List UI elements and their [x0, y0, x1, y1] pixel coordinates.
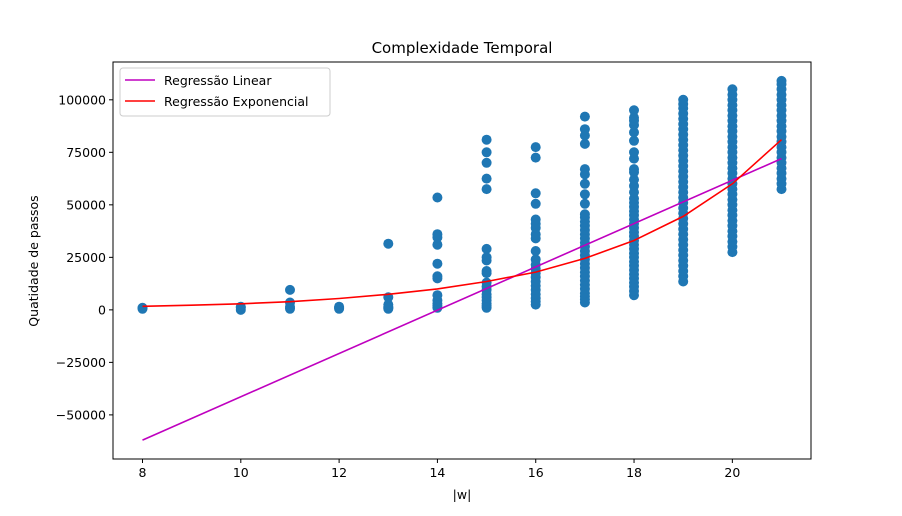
- chart-title: Complexidade Temporal: [372, 39, 553, 57]
- x-tick-label: 16: [528, 465, 544, 480]
- scatter-point: [629, 174, 639, 185]
- scatter-point: [579, 164, 590, 175]
- x-tick-label: 20: [724, 465, 740, 480]
- scatter-point: [678, 94, 689, 105]
- scatter-point: [432, 290, 443, 301]
- y-tick-label: −50000: [56, 407, 106, 422]
- scatter-point: [579, 198, 590, 209]
- scatter-point: [334, 301, 345, 312]
- legend-label-exponential: Regressão Exponencial: [164, 94, 309, 109]
- scatter-point: [481, 277, 492, 288]
- scatter-point: [579, 124, 590, 135]
- scatter-point: [383, 238, 394, 249]
- scatter-point: [432, 229, 443, 240]
- scatter-point: [285, 284, 295, 295]
- scatter-point: [530, 142, 541, 153]
- scatter-point: [137, 302, 148, 313]
- line-layer: [142, 139, 783, 441]
- series-line-linear: [142, 157, 782, 441]
- scatter-point: [432, 258, 443, 269]
- scatter-point: [579, 178, 590, 189]
- scatter-point: [629, 112, 639, 123]
- scatter-point: [530, 152, 541, 163]
- scatter-point: [579, 209, 590, 220]
- legend: Regressão Linear Regressão Exponencial: [119, 67, 331, 117]
- scatter-point: [481, 266, 492, 276]
- x-ticks: 8 10 12 14 16 18 20: [139, 459, 740, 480]
- scatter-point: [481, 243, 492, 254]
- scatter-point: [481, 173, 492, 184]
- scatter-point: [776, 75, 787, 86]
- scatter-point: [629, 105, 639, 116]
- x-tick-label: 18: [626, 465, 642, 480]
- scatter-point: [629, 147, 639, 158]
- scatter-point: [481, 252, 492, 263]
- y-tick-label: 25000: [66, 250, 106, 265]
- y-axis-label: Quatidade de passos: [26, 195, 41, 326]
- y-tick-label: −25000: [56, 355, 106, 370]
- series-line-exponential: [142, 139, 783, 308]
- y-tick-label: 0: [98, 302, 106, 317]
- y-tick-label: 50000: [66, 197, 106, 212]
- x-tick-label: 12: [331, 465, 347, 480]
- scatter-point: [579, 111, 590, 122]
- x-tick-label: 8: [139, 465, 147, 480]
- scatter-point: [530, 214, 541, 225]
- scatter-point: [432, 239, 443, 250]
- x-tick-label: 14: [429, 465, 445, 480]
- scatter-point: [530, 198, 541, 209]
- scatter-point: [530, 254, 541, 265]
- scatter-point: [579, 138, 590, 149]
- scatter-point: [579, 189, 590, 200]
- y-tick-label: 100000: [58, 92, 106, 107]
- scatter-point: [383, 299, 394, 310]
- y-tick-label: 75000: [66, 145, 106, 160]
- scatter-point: [530, 188, 541, 199]
- scatter-point: [481, 157, 492, 168]
- plot-frame: [112, 61, 812, 460]
- scatter-point: [481, 147, 492, 158]
- y-ticks: −50000 −25000 0 25000 50000 75000 100000: [56, 92, 113, 422]
- plot-area: [113, 62, 811, 459]
- scatter-layer: [137, 75, 787, 315]
- x-axis-label: |w|: [453, 487, 472, 502]
- scatter-point: [432, 271, 443, 282]
- scatter-point: [629, 127, 639, 138]
- legend-label-linear: Regressão Linear: [164, 73, 272, 88]
- scatter-point: [481, 184, 492, 195]
- scatter-point: [727, 84, 738, 95]
- scatter-point: [629, 135, 639, 146]
- scatter-point: [432, 192, 443, 203]
- x-tick-label: 10: [233, 465, 249, 480]
- scatter-point: [629, 164, 639, 175]
- scatter-point: [481, 134, 492, 145]
- scatter-point: [530, 246, 541, 256]
- legend-box: [119, 67, 331, 117]
